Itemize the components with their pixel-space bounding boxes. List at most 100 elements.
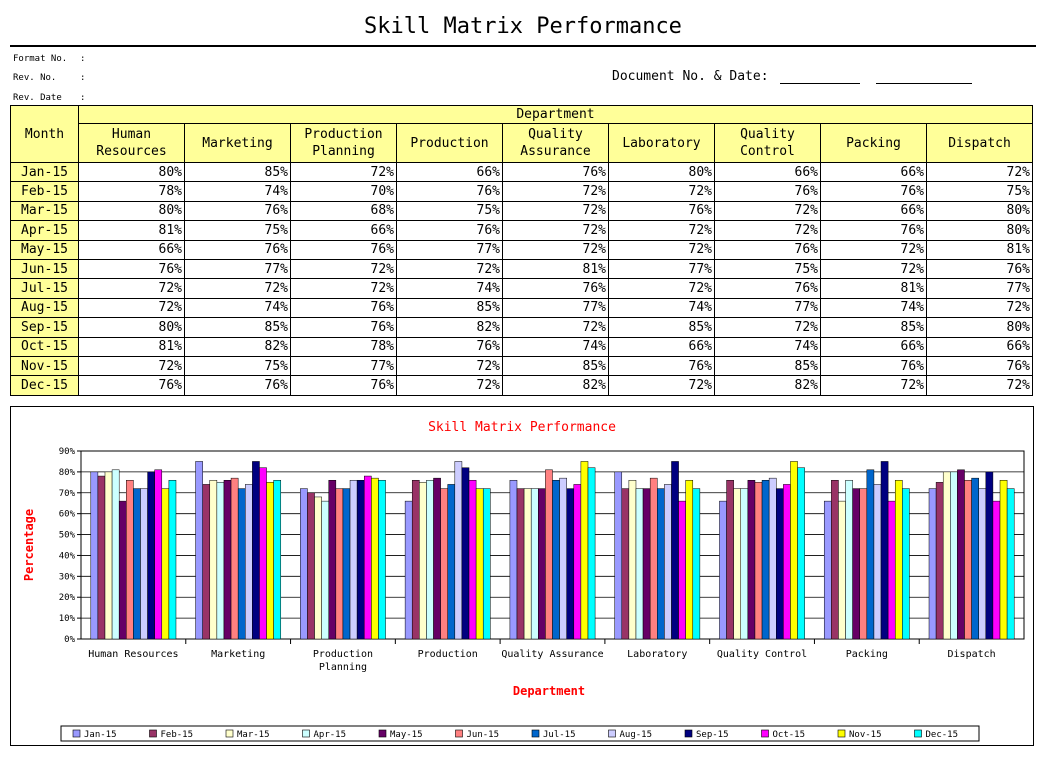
bar (894, 479, 903, 640)
bar (419, 482, 427, 640)
score-cell: 76% (184, 200, 291, 222)
score-cell: 72% (502, 239, 609, 260)
bar (468, 479, 477, 640)
bar (411, 479, 420, 640)
format-no-colon: : (80, 54, 86, 64)
bar (783, 484, 791, 640)
bar (378, 479, 386, 640)
score-cell: 76% (820, 181, 927, 202)
x-tick-label: Marketing (211, 649, 265, 660)
score-cell: 85% (184, 317, 291, 338)
bar (866, 469, 875, 640)
score-cell: 72% (714, 200, 821, 222)
y-tick-label: 40% (59, 551, 76, 561)
bar (942, 471, 951, 640)
score-cell: 78% (290, 336, 397, 357)
score-cell: 76% (396, 336, 503, 357)
x-tick-label: Production (313, 649, 373, 660)
y-tick-label: 20% (59, 593, 76, 603)
score-cell: 80% (608, 161, 715, 183)
score-cell: 76% (396, 220, 503, 241)
bar (776, 488, 784, 640)
bar (118, 500, 127, 640)
bar (363, 475, 372, 640)
bar (426, 479, 434, 640)
month-cell: Feb-15 (10, 181, 79, 202)
bar (342, 488, 351, 640)
score-cell: 76% (290, 297, 397, 319)
bar (978, 488, 987, 640)
bar (768, 477, 777, 640)
score-cell: 76% (608, 200, 715, 222)
bar (266, 482, 274, 640)
table-row: Jan-15 80% 85% 72% 66% 76% 80% 66% 66% 72% (10, 161, 1033, 183)
bar (964, 479, 972, 640)
y-tick-label: 30% (59, 572, 76, 582)
score-cell: 70% (290, 181, 397, 202)
score-cell: 85% (396, 297, 503, 319)
bar (475, 488, 484, 640)
score-cell: 75% (184, 220, 291, 241)
score-cell: 75% (184, 355, 291, 377)
score-cell: 74% (184, 297, 291, 319)
month-cell: Oct-15 (10, 336, 79, 357)
y-tick-label: 80% (59, 468, 76, 478)
bar (902, 488, 910, 640)
bar (523, 488, 532, 640)
bar (754, 482, 763, 640)
month-cell: Sep-15 (10, 317, 79, 338)
score-cell: 76% (502, 278, 609, 299)
department-header-4: Production (396, 123, 503, 163)
score-cell: 72% (608, 239, 715, 260)
legend-label: Sep-15 (696, 730, 729, 740)
score-cell: 81% (502, 258, 609, 280)
legend-label: Jun-15 (467, 730, 500, 740)
score-cell: 85% (714, 355, 821, 377)
bar (454, 461, 463, 640)
legend-swatch (149, 729, 157, 738)
title-divider (10, 45, 1036, 47)
table-row: May-15 66% 76% 76% 77% 72% 72% 76% 72% 81% (10, 239, 1033, 260)
bar (314, 496, 322, 640)
score-cell: 75% (396, 200, 503, 222)
score-cell: 72% (608, 278, 715, 299)
bar (516, 488, 525, 640)
score-cell: 80% (78, 200, 185, 222)
x-tick-label: Dispatch (948, 649, 996, 660)
document-no-label: Document No. & Date: (612, 69, 769, 84)
bar (649, 477, 658, 640)
score-cell: 72% (396, 258, 503, 280)
score-cell: 85% (184, 161, 291, 183)
score-cell: 77% (396, 239, 503, 260)
bar (621, 488, 630, 640)
score-cell: 74% (714, 336, 821, 357)
score-cell: 66% (396, 161, 503, 183)
score-cell: 66% (926, 336, 1033, 357)
y-axis-label: Percentage (22, 509, 36, 581)
legend-swatch (455, 729, 463, 738)
legend-swatch (225, 729, 234, 738)
score-cell: 76% (820, 220, 927, 241)
score-cell: 66% (714, 161, 821, 183)
bar (147, 471, 155, 640)
bar (530, 488, 539, 640)
format-no-row: Format No. : (13, 54, 85, 64)
score-cell: 66% (608, 336, 715, 357)
bar (168, 479, 177, 640)
table-row: Jun-15 76% 77% 72% 72% 81% 77% 75% 72% 76% (10, 258, 1033, 280)
month-cell: Jul-15 (10, 278, 79, 299)
score-cell: 80% (78, 317, 185, 338)
score-cell: 72% (608, 181, 715, 202)
bar (461, 467, 470, 640)
score-cell: 76% (184, 239, 291, 260)
bar (223, 479, 232, 640)
y-tick-label: 60% (59, 510, 76, 520)
score-cell: 81% (820, 278, 927, 299)
score-cell: 80% (926, 200, 1033, 222)
score-cell: 72% (714, 317, 821, 338)
bar (161, 488, 170, 640)
score-cell: 72% (926, 161, 1033, 183)
score-cell: 72% (608, 375, 715, 396)
bar (761, 479, 770, 640)
bar (482, 488, 491, 640)
